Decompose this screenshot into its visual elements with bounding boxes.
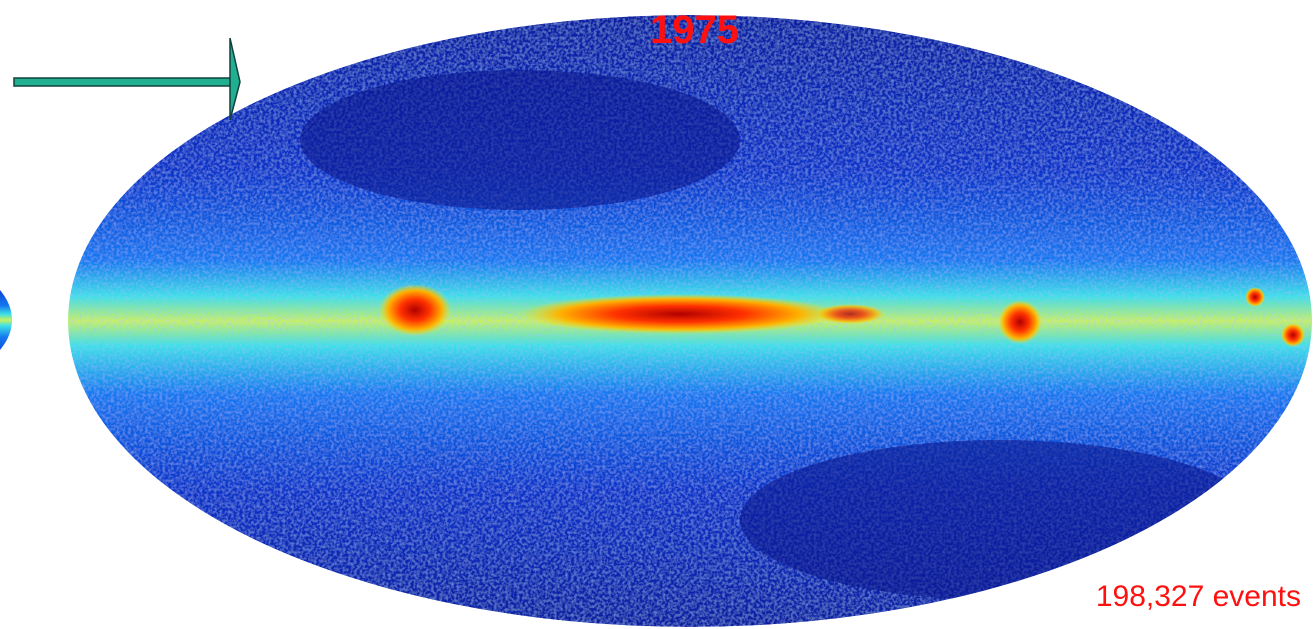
- page: 1975 198,327 events: [0, 0, 1313, 629]
- arrow: [14, 38, 240, 120]
- title: 1975: [650, 8, 739, 53]
- caption: 198,327 events: [1096, 580, 1301, 614]
- sky-map: [0, 0, 1313, 629]
- partial-map: [0, 248, 12, 392]
- map-body: [68, 15, 1312, 627]
